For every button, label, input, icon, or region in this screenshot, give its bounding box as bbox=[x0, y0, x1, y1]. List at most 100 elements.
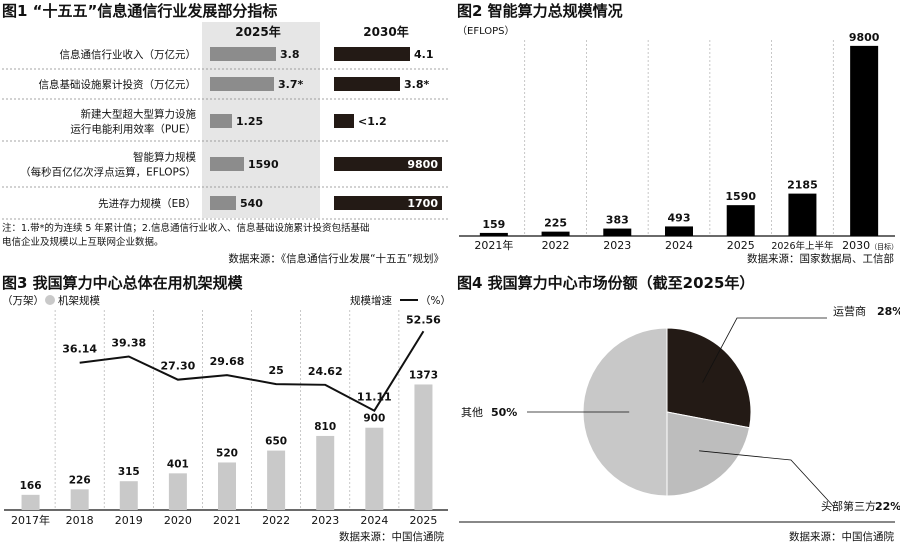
fig1-header-2025: 2025年 bbox=[235, 24, 280, 39]
fig1-header-2030: 2030年 bbox=[363, 24, 408, 39]
fig1-bar-2030 bbox=[334, 47, 410, 61]
fig1-row-label: 信息通信行业收入（万亿元） bbox=[60, 48, 197, 61]
fig4-slice bbox=[666, 411, 751, 497]
fig1-bar-2030 bbox=[334, 77, 400, 91]
fig3-bar-label: 401 bbox=[167, 458, 189, 470]
fig4-slice-label: 头部第三方 bbox=[821, 499, 876, 513]
fig1-bar-2030 bbox=[334, 157, 442, 171]
fig2-tick-label: 2024 bbox=[665, 239, 693, 252]
fig3-legend-line-label: 规模增速 bbox=[350, 294, 392, 307]
fig1-note-line1: 注：1.带*的为连续 5 年累计值；2.信息通信行业收入、信息基础设施累计投资包… bbox=[2, 223, 370, 234]
fig4-leader-line bbox=[702, 317, 827, 383]
fig3-line-label: 36.14 bbox=[62, 343, 97, 356]
fig2-data-label: 383 bbox=[606, 214, 629, 227]
fig3-bar-label: 1373 bbox=[409, 369, 438, 381]
fig3-unit-left: （万架） bbox=[2, 295, 44, 307]
fig4-slice bbox=[666, 327, 752, 429]
fig2-data-label: 2185 bbox=[787, 179, 818, 192]
fig3-tick-label: 2025 bbox=[409, 514, 437, 527]
fig3-line-label: 52.56 bbox=[406, 313, 441, 326]
fig4-slice-value: 50% bbox=[491, 406, 517, 419]
fig3-bar-label: 226 bbox=[69, 474, 91, 486]
fig2-tick-label: 2025 bbox=[727, 239, 755, 252]
fig1-bar-2025 bbox=[210, 47, 276, 61]
fig3-bar-label: 520 bbox=[216, 447, 238, 459]
fig3-chart: （万架） 机架规模 规模增速 （%） 166 2017年 226 2018 315 2019 401… bbox=[2, 294, 451, 527]
fig2-data-label: 9800 bbox=[849, 31, 880, 44]
fig3-bar bbox=[218, 462, 236, 510]
fig3-bar bbox=[21, 494, 40, 510]
fig2-tick-note: （目标） bbox=[870, 242, 898, 251]
fig1-row-label: （每秒百亿亿次浮点运算，EFLOPS） bbox=[20, 166, 196, 179]
fig2-bar bbox=[726, 205, 755, 236]
fig1-row-label: 先进存力规模（EB） bbox=[98, 197, 196, 210]
fig1-bar-2025 bbox=[210, 114, 232, 128]
fig3-bar-label: 650 bbox=[265, 436, 287, 448]
fig1-panel: 图1 “十五五”信息通信行业发展部分指标 2025年 2030年 信息通信行业收入（… bbox=[0, 0, 452, 268]
fig2-title: 图2 智能算力总规模情况 bbox=[457, 2, 623, 20]
fig3-title: 图3 我国算力中心总体在用机架规模 bbox=[2, 274, 243, 292]
fig1-row-label: 新建大型超大型算力设施 bbox=[81, 108, 197, 121]
fig2-data-label: 225 bbox=[544, 217, 567, 230]
fig3-tick-label: 2023 bbox=[311, 514, 339, 527]
fig3-bar-label: 315 bbox=[118, 466, 140, 478]
fig1-value-2025: 3.7* bbox=[278, 78, 303, 91]
fig4-title: 图4 我国算力中心市场份额（截至2025年） bbox=[457, 274, 755, 292]
fig1-source: 数据来源：《信息通信行业发展“十五五”规划》 bbox=[228, 253, 444, 265]
fig3-line-label: 11.11 bbox=[357, 391, 392, 404]
fig1-bar-2025 bbox=[210, 196, 236, 210]
fig3-bar bbox=[316, 435, 335, 510]
fig1-bar-2025 bbox=[210, 77, 274, 91]
fig2-tick-label: 2022 bbox=[542, 239, 570, 252]
fig3-tick-label: 2020 bbox=[164, 514, 192, 527]
fig3-source: 数据来源：中国信通院 bbox=[339, 531, 444, 543]
fig4-slice-label: 其他 bbox=[461, 406, 483, 419]
fig1-row-label: 运行电能利用效率（PUE） bbox=[70, 123, 196, 136]
fig1-value-2030: 9800 bbox=[407, 158, 438, 171]
fig3-legend-bar-label: 机架规模 bbox=[58, 294, 100, 307]
fig2-data-label: 493 bbox=[668, 211, 691, 224]
fig2-bar bbox=[850, 45, 879, 236]
fig1-note-line2: 电信企业及规模以上互联网企业数据。 bbox=[2, 237, 164, 248]
fig2-data-label: 159 bbox=[482, 218, 505, 231]
fig3-bar bbox=[168, 473, 187, 510]
fig1-bar-2030 bbox=[334, 114, 354, 128]
fig2-tick-label: 2023 bbox=[603, 239, 631, 252]
fig2-source: 数据来源：国家数据局、工信部 bbox=[747, 253, 894, 265]
fig3-bar bbox=[365, 427, 384, 510]
fig3-line-label: 24.62 bbox=[308, 365, 343, 378]
fig4-slice-value: 22% bbox=[875, 500, 900, 513]
fig2-bar bbox=[665, 226, 693, 236]
fig1-row-label: 智能算力规模 bbox=[133, 151, 196, 164]
fig3-tick-label: 2017年 bbox=[11, 513, 50, 527]
fig1-value-2025: 540 bbox=[240, 197, 263, 210]
fig2-data-label: 1590 bbox=[725, 190, 756, 203]
fig2-chart: 159 2021年 225 2022 383 2023 493 2024 1590 2025 218… bbox=[459, 31, 898, 252]
fig1-value-2030: <1.2 bbox=[358, 115, 387, 128]
fig3-bar-label: 900 bbox=[363, 413, 385, 425]
fig3-panel: 图3 我国算力中心总体在用机架规模 （万架） 机架规模 规模增速 （%） 166 2017… bbox=[0, 272, 452, 547]
fig1-value-2025: 1590 bbox=[248, 158, 279, 171]
fig3-bar-label: 166 bbox=[20, 480, 42, 492]
fig3-tick-label: 2019 bbox=[115, 514, 143, 527]
fig3-bar-label: 810 bbox=[314, 421, 336, 433]
fig4-source: 数据来源：中国信通院 bbox=[789, 531, 894, 543]
fig1-value-2025: 1.25 bbox=[236, 115, 263, 128]
fig2-bar bbox=[479, 232, 508, 236]
fig3-bar bbox=[267, 450, 286, 510]
fig1-value-2030: 1700 bbox=[407, 197, 438, 210]
fig3-tick-label: 2024 bbox=[360, 514, 388, 527]
fig3-line-label: 27.30 bbox=[160, 360, 195, 373]
fig3-unit-right: （%） bbox=[420, 295, 451, 307]
fig3-tick-label: 2018 bbox=[66, 514, 94, 527]
fig2-unit: （EFLOPS） bbox=[457, 26, 515, 37]
fig3-line-label: 25 bbox=[268, 364, 283, 377]
fig1-bar-2030 bbox=[334, 196, 442, 210]
fig1-value-2025: 3.8 bbox=[280, 48, 300, 61]
fig1-value-2030: 3.8* bbox=[404, 78, 429, 91]
fig3-bar bbox=[119, 481, 138, 510]
fig1-bar-2025 bbox=[210, 157, 244, 171]
fig2-panel: 图2 智能算力总规模情况 （EFLOPS） 159 2021年 225 2022 383… bbox=[455, 0, 900, 268]
